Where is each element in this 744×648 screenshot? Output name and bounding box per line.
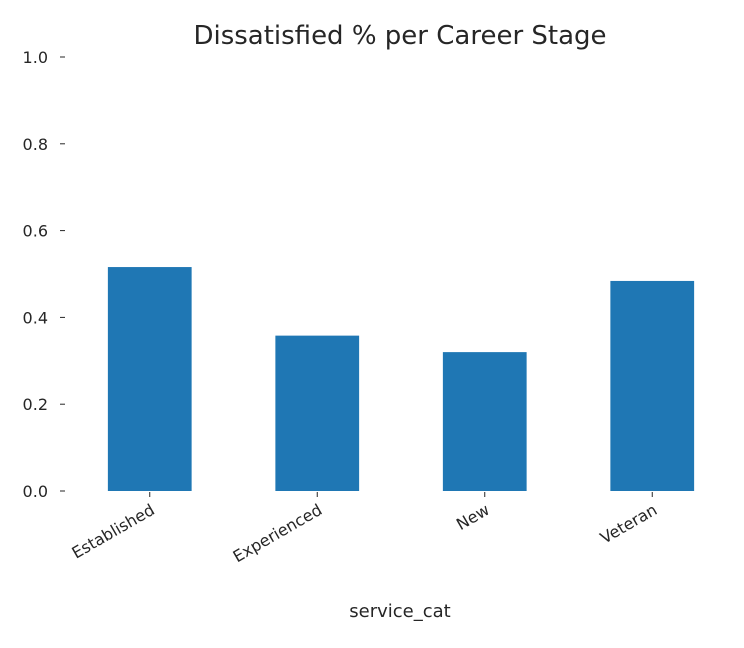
x-tick-label: New (453, 500, 493, 534)
x-tick-label: Established (69, 500, 158, 562)
bar-veteran (610, 280, 695, 491)
y-axis: 0.0 0.2 0.4 0.6 0.8 1.0 (23, 48, 65, 501)
y-tick-label: 0.4 (23, 308, 48, 327)
x-tick-label: Veteran (597, 500, 660, 548)
x-tick-label: Experienced (230, 500, 326, 566)
y-tick-label: 1.0 (23, 48, 48, 67)
bar-established (107, 267, 192, 491)
bar-new (442, 352, 527, 491)
chart-title: Dissatisfied % per Career Stage (193, 21, 606, 51)
x-axis-label: service_cat (349, 601, 450, 622)
y-tick-label: 0.8 (23, 135, 48, 154)
y-tick-label: 0.0 (23, 482, 48, 501)
x-axis: Established Experienced New Veteran (69, 492, 660, 566)
y-tick-label: 0.2 (23, 395, 48, 414)
bar-experienced (275, 335, 360, 491)
bars (107, 267, 695, 491)
y-tick-label: 0.6 (23, 222, 48, 241)
